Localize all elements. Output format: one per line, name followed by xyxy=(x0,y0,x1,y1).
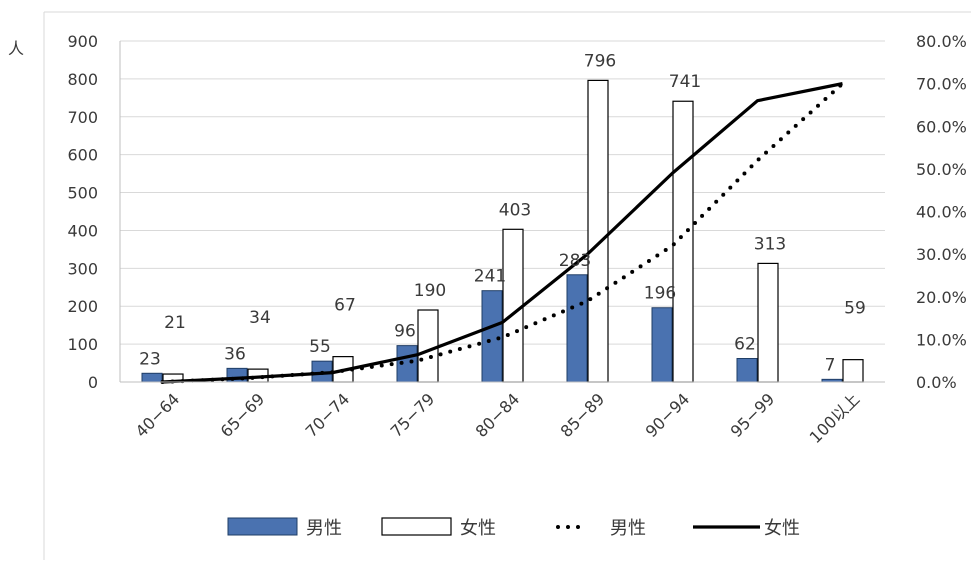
data-label-female: 21 xyxy=(164,313,186,333)
legend-label: 男性 xyxy=(306,518,342,539)
bar-female xyxy=(758,263,778,382)
y-left-tick-label: 400 xyxy=(67,221,98,240)
data-label-male: 96 xyxy=(394,322,416,342)
data-label-female: 313 xyxy=(754,234,786,254)
y-left-tick-label: 100 xyxy=(67,335,98,354)
legend-swatch-male-bar xyxy=(228,518,297,535)
data-label-male: 283 xyxy=(559,251,591,271)
data-label-male: 241 xyxy=(474,267,506,287)
bar-male xyxy=(482,291,502,382)
y-left-tick-label: 900 xyxy=(67,32,98,51)
data-label-male: 36 xyxy=(224,344,246,364)
x-tick-label: 85−89 xyxy=(557,389,609,441)
data-label-male: 55 xyxy=(309,337,331,357)
data-label-female: 796 xyxy=(584,51,616,71)
y-right-tick-label: 20.0% xyxy=(916,288,967,307)
y-right-tick-label: 80.0% xyxy=(916,32,967,51)
x-tick-label: 100以上 xyxy=(806,389,864,447)
x-tick-label: 90−94 xyxy=(642,389,694,441)
bar-female xyxy=(843,360,863,382)
legend-item-female-bar: 女性 xyxy=(382,518,496,539)
bar-female xyxy=(673,101,693,382)
y-right-tick-label: 0.0% xyxy=(916,373,957,392)
bar-female xyxy=(418,310,438,382)
data-label-female: 190 xyxy=(414,281,446,301)
legend-item-female-line: 女性 xyxy=(693,518,800,539)
data-label-female: 741 xyxy=(669,72,701,92)
x-tick-label: 75−79 xyxy=(387,389,439,441)
data-label-female: 67 xyxy=(334,296,356,316)
bar-male xyxy=(567,275,587,382)
bar-male xyxy=(652,308,672,382)
legend-label: 女性 xyxy=(764,518,800,539)
y-left-tick-label: 700 xyxy=(67,108,98,127)
data-label-male: 196 xyxy=(644,284,676,304)
legend-label: 女性 xyxy=(460,518,496,539)
y-unit-label: 人 xyxy=(8,39,24,58)
data-label-female: 403 xyxy=(499,200,531,220)
x-tick-label: 95−99 xyxy=(727,389,779,441)
y-left-tick-label: 500 xyxy=(67,184,98,203)
bar-female xyxy=(588,80,608,382)
y-left-tick-label: 200 xyxy=(67,297,98,316)
bar-female xyxy=(503,229,523,382)
y-left-tick-label: 800 xyxy=(67,70,98,89)
x-tick-label: 65−69 xyxy=(217,389,269,441)
y-right-tick-label: 60.0% xyxy=(916,117,967,136)
x-tick-label: 70−74 xyxy=(302,389,354,441)
data-label-female: 34 xyxy=(249,308,271,328)
legend-label: 男性 xyxy=(610,518,646,539)
y-right-tick-label: 50.0% xyxy=(916,160,967,179)
data-label-female: 59 xyxy=(844,299,866,319)
y-left-tick-label: 300 xyxy=(67,259,98,278)
y-right-tick-label: 70.0% xyxy=(916,75,967,94)
x-tick-label: 80−84 xyxy=(472,389,524,441)
data-label-male: 62 xyxy=(734,335,756,355)
legend-item-male-line: 男性 xyxy=(558,518,646,539)
data-label-male: 7 xyxy=(825,355,836,375)
bar-male xyxy=(737,359,757,382)
bar-male xyxy=(142,373,162,382)
y-right-tick-label: 30.0% xyxy=(916,245,967,264)
legend-swatch-female-bar xyxy=(382,518,451,535)
legend-item-male-bar: 男性 xyxy=(228,518,342,539)
y-left-tick-label: 0 xyxy=(88,373,98,392)
y-right-tick-label: 10.0% xyxy=(916,330,967,349)
x-tick-label: 40−64 xyxy=(132,389,184,441)
y-left-tick-label: 600 xyxy=(67,146,98,165)
data-label-male: 23 xyxy=(139,349,161,369)
y-right-tick-label: 40.0% xyxy=(916,203,967,222)
